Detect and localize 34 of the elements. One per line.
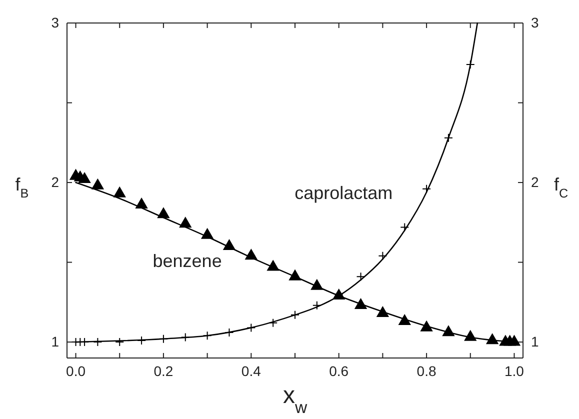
x-axis-title: x$_{w}$ <box>282 382 308 416</box>
y-tick-label: 1 <box>51 334 60 350</box>
x-tick-label: 0.4 <box>241 362 262 379</box>
x-tick-label: 0.6 <box>329 362 349 379</box>
y2-axis-title: f$_{C}$ <box>554 174 568 201</box>
point <box>312 300 322 310</box>
x-tick-label: 0.0 <box>66 362 86 379</box>
y-axis-title: f$_{B}$ <box>15 174 29 201</box>
point <box>444 133 453 142</box>
series-label: benzene <box>152 251 222 272</box>
x-tick-label: 1.0 <box>504 362 524 379</box>
point <box>224 328 234 337</box>
point <box>378 251 388 260</box>
point <box>268 318 278 328</box>
point <box>466 60 475 69</box>
y2-tick-label: 3 <box>531 14 539 30</box>
point <box>356 272 366 282</box>
point <box>290 310 300 320</box>
point <box>137 336 146 345</box>
point <box>91 178 104 190</box>
x-tick-label: 0.8 <box>416 362 436 379</box>
point <box>78 172 91 184</box>
point <box>400 222 410 232</box>
point <box>246 323 256 332</box>
point <box>422 184 432 194</box>
series-label: caprolactam <box>294 183 393 204</box>
y2-tick-label: 1 <box>531 334 539 350</box>
y-tick-label: 3 <box>51 14 60 30</box>
point <box>93 338 102 347</box>
x-tick-label: 0.2 <box>154 362 174 379</box>
point <box>115 338 124 347</box>
point <box>113 186 126 198</box>
y2-tick-label: 2 <box>531 174 539 190</box>
y-tick-label: 2 <box>51 174 60 190</box>
